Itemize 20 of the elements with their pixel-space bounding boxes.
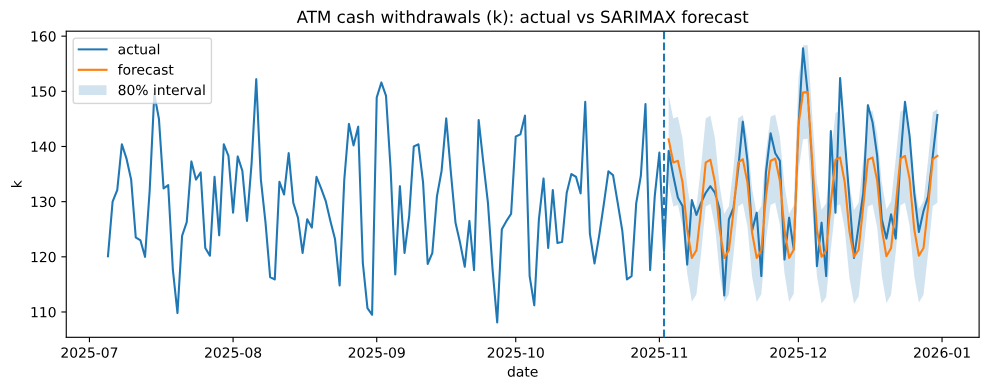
x-axis-title: date (508, 366, 538, 377)
chart-title: ATM cash withdrawals (k): actual vs SARIMAX forecast (296, 10, 748, 26)
x-tick-label: 2025-07 (61, 347, 118, 358)
y-tick-label: 120 (32, 252, 56, 262)
y-tick-label: 140 (32, 141, 56, 152)
legend-label: actual (118, 44, 160, 54)
legend-label: 80% interval (118, 84, 205, 96)
x-tick-label: 2025-12 (770, 347, 826, 358)
x-tick-label: 2025-10 (488, 347, 544, 358)
line-series (668, 90, 938, 259)
y-axis-title: k (11, 180, 22, 188)
x-tick-label: 2025-11 (631, 347, 688, 358)
y-tick-label: 160 (32, 31, 56, 42)
x-tick-label: 2025-09 (348, 347, 405, 358)
y-tick-label: 130 (32, 196, 56, 208)
y-tick-label: 150 (32, 86, 56, 97)
y-tick-label: 110 (32, 306, 56, 318)
x-tick-label: 2026-01 (914, 347, 970, 358)
x-tick-label: 2025-08 (205, 347, 262, 358)
legend-label: forecast (118, 64, 174, 75)
